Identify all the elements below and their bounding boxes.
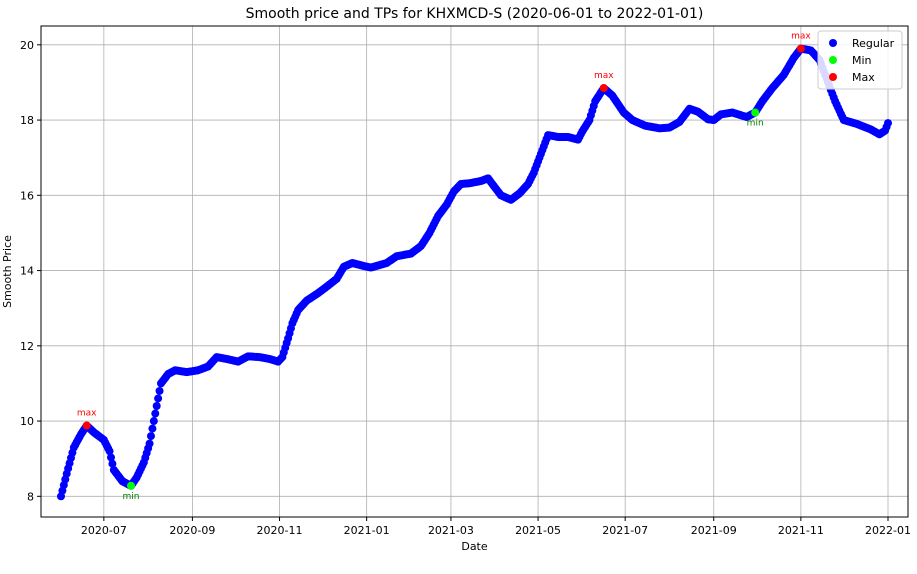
max-point	[599, 84, 608, 93]
legend-marker-max	[829, 73, 837, 81]
max-point	[796, 44, 805, 53]
y-tick-label: 16	[20, 189, 34, 202]
data-point	[108, 459, 117, 468]
legend-entry-regular: Regular	[852, 37, 895, 50]
axis-ticks: 2020-07 2020-09 2020-11 2021-01 2021-03 2021-…	[20, 39, 911, 537]
plot-frame	[40, 25, 909, 518]
regular-series	[56, 44, 893, 501]
min-point	[751, 108, 760, 117]
x-tick-label: 2021-01	[344, 524, 390, 537]
x-tick-label: 2021-03	[428, 524, 474, 537]
turning-points: min min max max max	[77, 32, 811, 502]
legend-box	[817, 30, 903, 90]
data-point	[105, 447, 114, 456]
max-point	[82, 421, 91, 430]
legend-marker-min	[829, 56, 837, 64]
y-tick-label: 20	[20, 39, 34, 52]
x-tick-label: 2020-07	[81, 524, 127, 537]
data-point	[145, 439, 154, 448]
x-tick-label: 2021-11	[778, 524, 824, 537]
grid	[41, 26, 908, 517]
min-annotation: min	[122, 492, 139, 502]
min-annotation: min	[747, 119, 764, 129]
legend-marker-regular	[829, 39, 837, 47]
x-tick-label: 2021-05	[515, 524, 561, 537]
data-point	[151, 409, 160, 418]
data-point	[148, 424, 157, 433]
legend-entry-min: Min	[852, 54, 872, 67]
legend: Regular Min Max	[817, 30, 903, 90]
max-annotation: max	[77, 409, 97, 419]
data-point	[884, 119, 893, 128]
x-tick-label: 2022-01	[865, 524, 911, 537]
legend-entry-max: Max	[852, 71, 875, 84]
x-tick-label: 2020-09	[169, 524, 215, 537]
y-axis-label: Smooth Price	[1, 235, 14, 308]
data-point	[106, 453, 115, 462]
data-point	[155, 386, 164, 395]
data-point	[154, 394, 163, 403]
y-tick-label: 14	[20, 265, 34, 278]
max-annotation: max	[791, 32, 811, 42]
x-tick-label: 2021-07	[602, 524, 648, 537]
max-annotation: max	[594, 71, 614, 81]
y-tick-label: 12	[20, 340, 34, 353]
x-tick-label: 2020-11	[257, 524, 303, 537]
x-tick-label: 2021-09	[691, 524, 737, 537]
chart-title: Smooth price and TPs for KHXMCD-S (2020-…	[246, 6, 704, 22]
data-point	[152, 402, 161, 411]
y-tick-label: 8	[27, 490, 34, 503]
y-tick-label: 18	[20, 114, 34, 127]
data-point	[149, 417, 158, 426]
y-tick-label: 10	[20, 415, 34, 428]
x-axis-label: Date	[461, 540, 488, 553]
min-point	[126, 481, 135, 490]
data-point	[146, 432, 155, 441]
